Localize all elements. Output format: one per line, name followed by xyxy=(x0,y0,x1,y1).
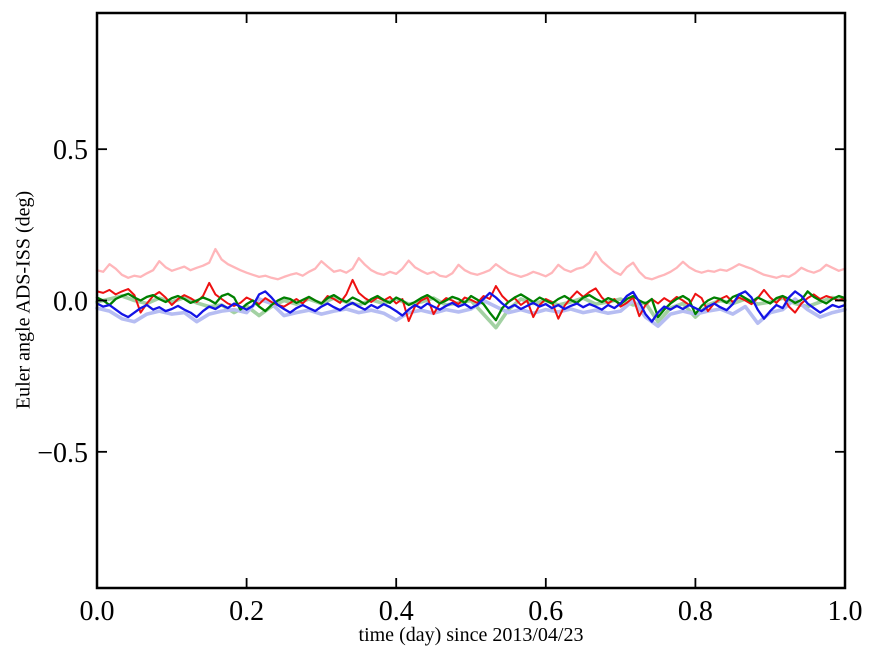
x-tick-label: 0.2 xyxy=(229,596,264,627)
x-tick-label: 0.0 xyxy=(80,596,115,627)
x-tick-label: 1.0 xyxy=(828,596,863,627)
x-axis-label: time (day) since 2013/04/23 xyxy=(358,624,584,646)
y-tick-label: −0.5 xyxy=(37,438,88,469)
y-tick-label: 0.5 xyxy=(53,135,88,166)
series-green-line xyxy=(95,290,847,322)
x-tick-label: 0.6 xyxy=(528,596,563,627)
y-axis-label: Euler angle ADS-ISS (deg) xyxy=(12,190,35,410)
x-tick-label: 0.4 xyxy=(379,596,414,627)
x-tick-label: 0.8 xyxy=(678,596,713,627)
plot-frame xyxy=(95,11,847,590)
series-blue-line xyxy=(95,290,847,323)
y-tick-label: 0.0 xyxy=(53,287,88,318)
series-light-red-line xyxy=(95,247,847,281)
